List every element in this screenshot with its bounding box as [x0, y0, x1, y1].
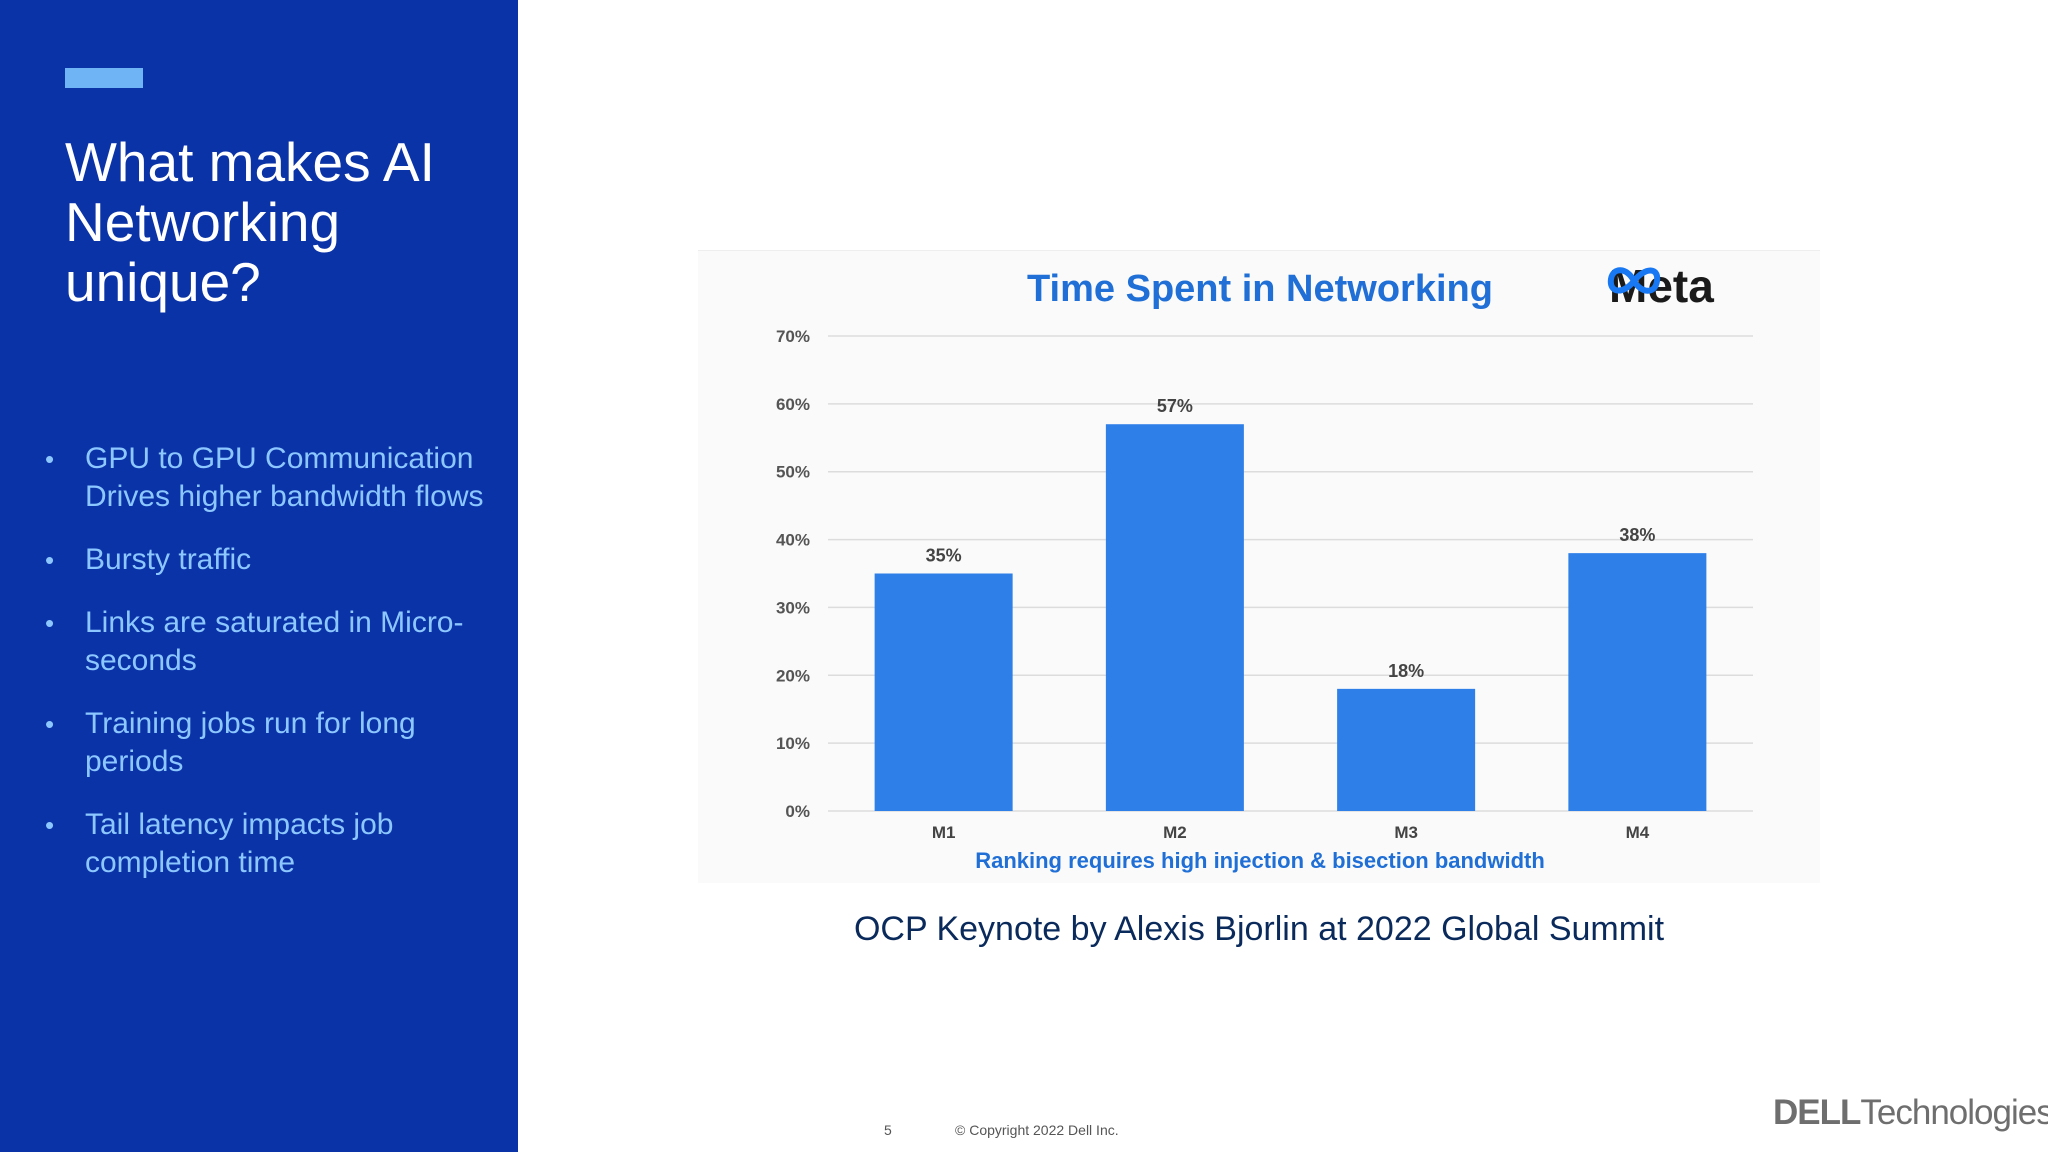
chart-subtitle: Ranking requires high injection & bisect…	[975, 848, 1545, 873]
y-tick-label: 20%	[776, 666, 810, 685]
accent-bar	[65, 68, 143, 88]
data-label: 18%	[1388, 661, 1424, 681]
bullet-dot-icon: •	[45, 444, 55, 474]
bullet-text: Training jobs run for long periods	[85, 707, 416, 778]
y-tick-label: 30%	[776, 598, 810, 617]
page-number: 5	[884, 1122, 892, 1138]
sidebar-panel: What makes AI Networking unique? • GPU to…	[0, 0, 518, 1152]
bullet-dot-icon: •	[45, 709, 55, 739]
bar-m3	[1337, 688, 1476, 811]
bullet-dot-icon: •	[45, 810, 55, 840]
bar-chart: Time Spent in Networking 0% 10% 20% 30% 40% 50…	[776, 268, 1753, 873]
meta-logo: Meta	[1603, 260, 1714, 312]
bullet-item: • Bursty traffic	[45, 541, 485, 579]
y-tick-label: 70%	[776, 327, 810, 346]
meta-infinity-icon	[1607, 267, 1661, 294]
chart-title: Time Spent in Networking	[1027, 268, 1493, 310]
y-tick-label: 10%	[776, 734, 810, 753]
bullet-text: GPU to GPU Communication Drives higher b…	[85, 442, 484, 513]
bullet-text: Bursty traffic	[85, 543, 252, 576]
bar-m1	[874, 573, 1013, 811]
technologies-logo-wordmark: Technologies	[1860, 1093, 2048, 1132]
data-label: 57%	[1157, 396, 1193, 416]
y-tick-label: 40%	[776, 531, 810, 550]
bullet-dot-icon: •	[45, 608, 55, 638]
y-tick-label: 0%	[785, 802, 810, 821]
x-tick-label: M2	[1163, 823, 1187, 842]
bullet-item: • Training jobs run for long periods	[45, 705, 485, 781]
dell-logo-wordmark: DELL	[1773, 1093, 1861, 1132]
bullet-item: • Tail latency impacts job completion tim…	[45, 806, 485, 882]
x-tick-label: M1	[932, 823, 956, 842]
bullet-item: • Links are saturated in Micro-seconds	[45, 604, 485, 680]
bullet-text: Tail latency impacts job completion time	[85, 808, 394, 879]
bullet-dot-icon: •	[45, 545, 55, 575]
bullet-text: Links are saturated in Micro-seconds	[85, 606, 464, 677]
bar-m2	[1105, 424, 1244, 811]
y-tick-label: 60%	[776, 395, 810, 414]
bullet-item: • GPU to GPU Communication Drives higher …	[45, 440, 485, 516]
x-tick-label: M3	[1394, 823, 1418, 842]
chart-caption: OCP Keynote by Alexis Bjorlin at 2022 Gl…	[853, 910, 1665, 948]
slide-title: What makes AI Networking unique?	[65, 131, 435, 313]
data-label: 35%	[926, 546, 962, 566]
chart-panel: Time Spent in Networking 0% 10% 20% 30% 40% 50…	[698, 250, 1820, 883]
data-label: 38%	[1619, 525, 1655, 545]
copyright-text: © Copyright 2022 Dell Inc.	[955, 1122, 1119, 1138]
dell-technologies-logo: DELLTechnologies	[1773, 1093, 2048, 1133]
bar-m4	[1568, 553, 1707, 811]
y-tick-label: 50%	[776, 463, 810, 482]
bullet-list: • GPU to GPU Communication Drives higher …	[45, 440, 485, 907]
x-tick-label: M4	[1626, 823, 1650, 842]
